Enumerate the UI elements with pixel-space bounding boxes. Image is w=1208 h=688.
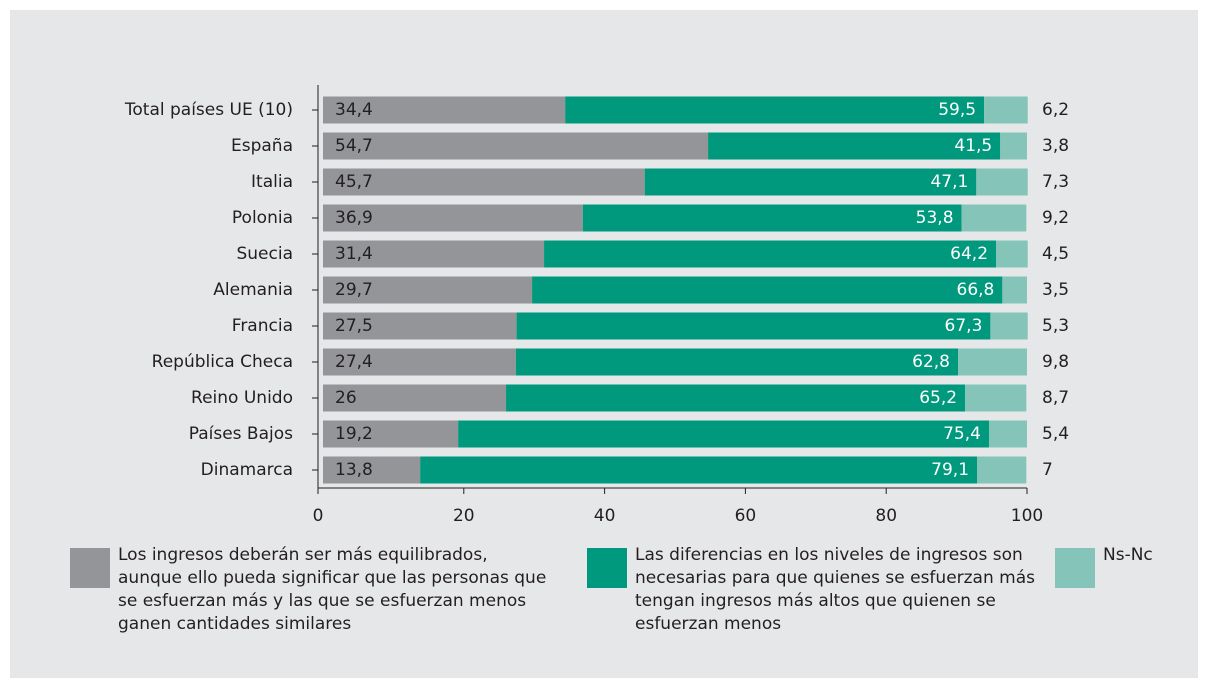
value-label: 7,3 (1042, 172, 1069, 192)
legend-label: Las diferencias en los niveles de ingres… (635, 545, 1035, 634)
x-tick-label: 60 (735, 506, 757, 526)
value-label: 62,8 (912, 352, 950, 372)
value-label: 3,8 (1042, 136, 1069, 156)
bar-segment (961, 204, 1027, 232)
x-tick-label: 100 (1011, 506, 1043, 526)
legend-swatch (70, 548, 110, 588)
bar-segment (990, 312, 1028, 340)
value-label: 26 (335, 388, 357, 408)
y-tick-label: Total países UE (10) (124, 100, 293, 120)
value-label: 67,3 (945, 316, 983, 336)
value-label: 75,4 (943, 424, 981, 444)
value-label: 66,8 (957, 280, 995, 300)
value-label: 27,5 (335, 316, 373, 336)
value-label: 7 (1042, 460, 1053, 480)
y-tick-label: Polonia (232, 208, 293, 228)
bar-segment (506, 384, 966, 412)
y-tick-label: España (231, 136, 293, 156)
bar-segment (323, 204, 583, 232)
bar-segment (565, 96, 985, 124)
bar-segment (988, 420, 1027, 448)
value-label: 45,7 (335, 172, 373, 192)
value-label: 13,8 (335, 460, 373, 480)
value-label: 53,8 (916, 208, 954, 228)
bar-segment (644, 168, 977, 196)
value-label: 34,4 (335, 100, 373, 120)
value-label: 64,2 (950, 244, 988, 264)
y-tick-label: Reino Unido (191, 388, 293, 408)
value-label: 41,5 (954, 136, 992, 156)
value-label: 47,1 (930, 172, 968, 192)
bar-segment (323, 132, 709, 160)
value-label: 4,5 (1042, 244, 1069, 264)
y-tick-label: Italia (251, 172, 293, 192)
value-label: 8,7 (1042, 388, 1069, 408)
legend-label: Ns-Nc (1103, 545, 1153, 565)
value-label: 59,5 (938, 100, 976, 120)
bar-segment (582, 204, 962, 232)
legend-swatch (587, 548, 627, 588)
bar-segment (323, 96, 566, 124)
x-tick-label: 20 (453, 506, 475, 526)
bar-segment (515, 348, 959, 376)
bar-segment (323, 312, 517, 340)
bar-segment (516, 312, 991, 340)
value-label: 19,2 (335, 424, 373, 444)
bar-segment (420, 456, 978, 484)
bar-segment (1002, 276, 1027, 304)
value-label: 27,4 (335, 352, 373, 372)
bar-segment (323, 420, 459, 448)
bar-segment (1000, 132, 1027, 160)
y-tick-label: República Checa (152, 352, 293, 372)
value-label: 65,2 (919, 388, 957, 408)
bar-segment (977, 456, 1027, 484)
value-label: 9,8 (1042, 352, 1069, 372)
bar-segment (958, 348, 1027, 376)
bar-segment (532, 276, 1003, 304)
value-label: 6,2 (1042, 100, 1069, 120)
value-label: 36,9 (335, 208, 373, 228)
bar-segment (323, 240, 545, 268)
bar-segment (458, 420, 989, 448)
value-label: 9,2 (1042, 208, 1069, 228)
bar-segment (984, 96, 1028, 124)
y-tick-label: Países Bajos (189, 424, 293, 444)
bar-segment (323, 456, 421, 484)
y-tick-label: Alemania (213, 280, 293, 300)
bar-segment (544, 240, 997, 268)
value-label: 3,5 (1042, 280, 1069, 300)
y-tick-label: Suecia (236, 244, 293, 264)
y-tick-label: Francia (232, 316, 293, 336)
bar-segment (976, 168, 1028, 196)
bar-segment (323, 168, 645, 196)
bar-segment (996, 240, 1028, 268)
bar-segment (708, 132, 1001, 160)
x-tick-label: 40 (594, 506, 616, 526)
legend-swatch (1055, 548, 1095, 588)
value-label: 79,1 (931, 460, 969, 480)
value-label: 5,4 (1042, 424, 1069, 444)
x-tick-label: 0 (313, 506, 324, 526)
value-label: 5,3 (1042, 316, 1069, 336)
value-label: 54,7 (335, 136, 373, 156)
bar-segment (965, 384, 1027, 412)
bar-segment (323, 276, 533, 304)
bar-segment (323, 384, 507, 412)
value-label: 29,7 (335, 280, 373, 300)
x-tick-label: 80 (875, 506, 897, 526)
legend-label: Los ingresos deberán ser más equilibrado… (118, 545, 547, 634)
value-label: 31,4 (335, 244, 373, 264)
y-tick-label: Dinamarca (201, 460, 293, 480)
bar-segment (323, 348, 516, 376)
